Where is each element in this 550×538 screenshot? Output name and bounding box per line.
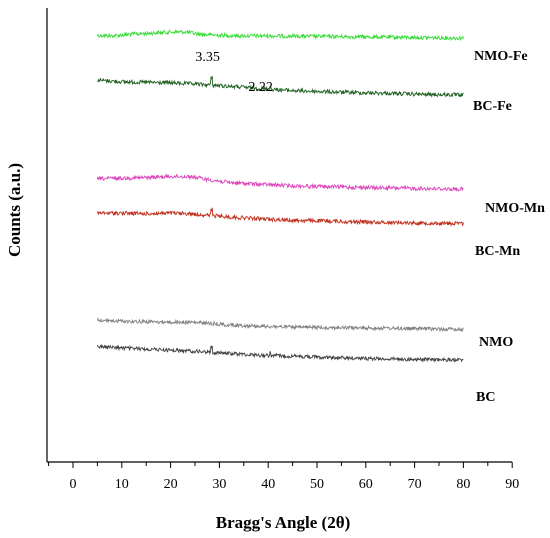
series-label: BC-Mn (475, 244, 520, 259)
x-tick-label: 0 (70, 477, 77, 492)
series-label: BC-Fe (473, 99, 512, 114)
series-traces (96, 29, 464, 363)
series-line-bc-mn (96, 207, 464, 227)
series-label: NMO (479, 335, 513, 350)
x-tick-label: 60 (359, 477, 373, 492)
x-axis-title: Bragg's Angle (2θ) (216, 513, 350, 532)
series-line-bc (96, 344, 464, 363)
x-tick-label: 40 (261, 477, 275, 492)
x-tick-label: 20 (164, 477, 178, 492)
x-tick-label: 10 (115, 477, 129, 492)
series-line-nmo-fe (96, 29, 464, 42)
series-label: BC (476, 390, 495, 405)
peak-annotations: 3.35 2.22 (195, 50, 273, 95)
y-axis-title: Counts (a.u.) (5, 163, 24, 257)
series-label: NMO-Fe (474, 49, 528, 64)
series-line-bc-fe (97, 75, 464, 98)
peak-annotation: 2.22 (248, 80, 273, 95)
x-tick-label: 30 (212, 477, 226, 492)
x-tick-label: 80 (456, 477, 470, 492)
series-label: NMO-Mn (485, 201, 545, 216)
x-tick-label: 70 (408, 477, 422, 492)
series-labels: NMO-Fe BC-Fe NMO-Mn BC-Mn NMO BC (473, 49, 545, 405)
series-line-nmo (96, 316, 464, 333)
x-tick-label: 50 (310, 477, 324, 492)
peak-annotation: 3.35 (195, 50, 220, 65)
x-tick-label: 90 (505, 477, 519, 492)
series-line-nmo-mn (96, 172, 464, 192)
x-axis-ticks: 0 10 20 30 40 50 60 70 80 90 (48, 462, 519, 492)
